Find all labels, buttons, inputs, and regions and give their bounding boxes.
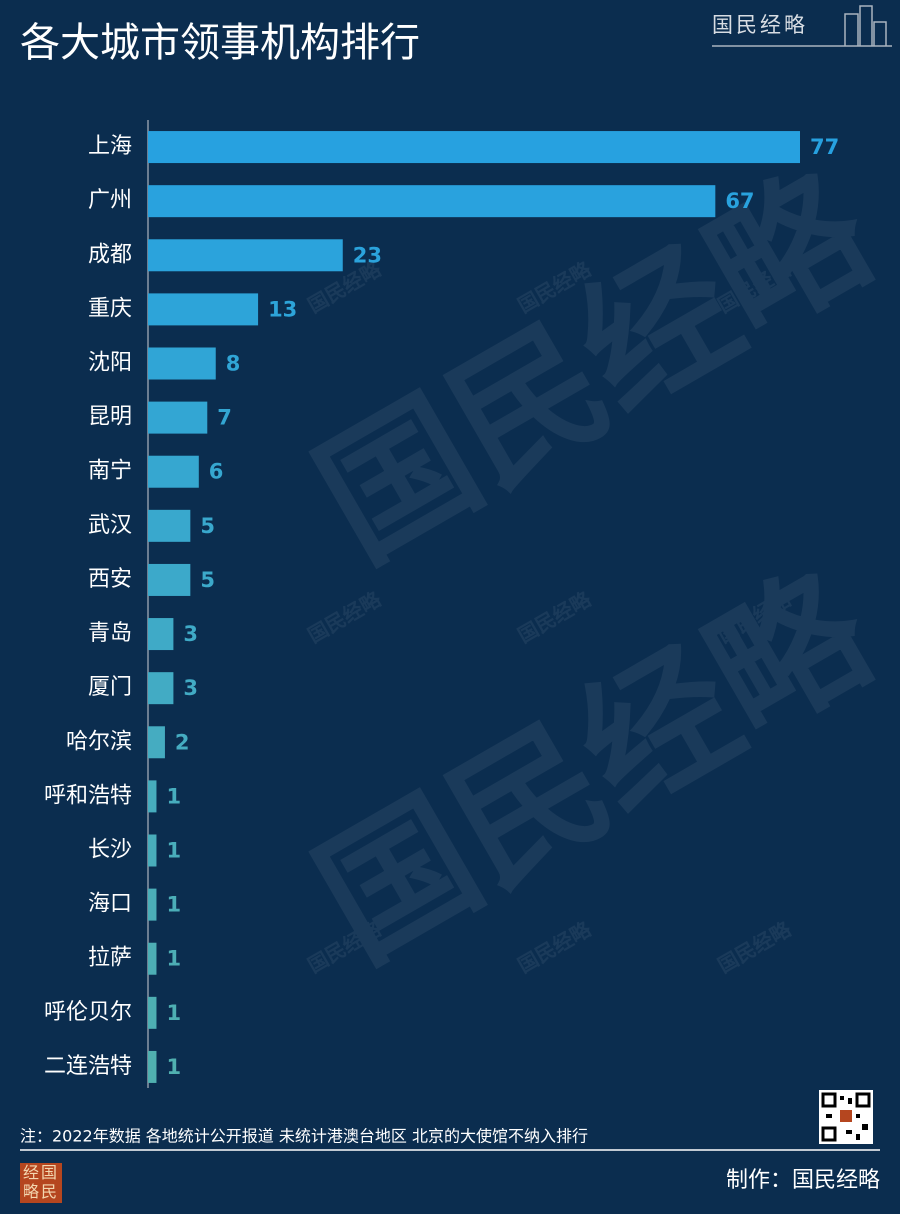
bar: [148, 672, 174, 705]
bar: [148, 185, 716, 218]
value-label: 1: [166, 784, 181, 808]
value-label: 1: [166, 893, 181, 917]
brand-skyline: [712, 5, 892, 47]
qr-code: [819, 1090, 873, 1144]
qr-finder: [821, 1126, 837, 1142]
category-label: 呼和浩特: [44, 783, 132, 808]
category-label: 二连浩特: [44, 1054, 132, 1079]
category-label: 南宁: [88, 459, 132, 484]
qr-finder: [821, 1092, 837, 1108]
category-label: 昆明: [88, 405, 132, 430]
bar: [148, 618, 174, 651]
category-label: 拉萨: [88, 946, 132, 971]
bar: [148, 347, 216, 380]
category-label: 厦门: [88, 675, 132, 700]
bar: [148, 131, 800, 164]
value-label: 1: [166, 839, 181, 863]
bar: [148, 726, 165, 759]
category-label: 海口: [88, 892, 132, 917]
value-label: 7: [217, 406, 232, 430]
category-label: 沈阳: [88, 351, 132, 376]
category-label: 武汉: [88, 513, 132, 538]
value-label: 67: [725, 189, 754, 213]
bar: [148, 563, 191, 596]
category-label: 重庆: [88, 296, 132, 321]
credit: 制作：国民经略: [726, 1168, 880, 1193]
value-label: 1: [166, 1055, 181, 1079]
qr-modules: [826, 1096, 868, 1140]
value-label: 8: [226, 352, 241, 376]
bar: [148, 888, 157, 921]
value-label: 77: [810, 135, 839, 159]
category-label: 成都: [88, 242, 132, 267]
category-label: 青岛: [88, 621, 132, 646]
brand: 国民经略: [712, 13, 808, 37]
qr-logo: [840, 1110, 852, 1122]
value-label: 6: [209, 460, 224, 484]
bar: [148, 942, 157, 975]
category-label: 上海: [88, 134, 132, 159]
bar: [148, 239, 343, 272]
note: 注：2022年数据 各地统计公开报道 未统计港澳台地区 北京的大使馆不纳入排行: [20, 1127, 588, 1146]
category-label: 哈尔滨: [66, 729, 132, 754]
bar: [148, 834, 157, 867]
category-label: 广州: [88, 188, 132, 213]
category-label: 长沙: [88, 838, 132, 863]
value-label: 1: [166, 1001, 181, 1025]
value-label: 1: [166, 947, 181, 971]
bar: [148, 401, 208, 434]
bar: [148, 293, 259, 326]
logo: 经国略民: [20, 1163, 62, 1203]
bar: [148, 455, 199, 488]
bar: [148, 780, 157, 813]
value-label: 3: [183, 622, 198, 646]
value-label: 5: [200, 568, 215, 592]
qr-finder: [855, 1092, 871, 1108]
chart-title: 各大城市领事机构排行: [20, 20, 420, 66]
category-label: 呼伦贝尔: [44, 1000, 132, 1025]
category-label: 西安: [88, 567, 132, 592]
bar: [148, 509, 191, 542]
bar: [148, 1050, 157, 1083]
value-label: 2: [175, 730, 190, 754]
value-label: 3: [183, 676, 198, 700]
value-label: 13: [268, 297, 297, 321]
value-label: 5: [200, 514, 215, 538]
bar: [148, 996, 157, 1029]
value-label: 23: [353, 243, 382, 267]
